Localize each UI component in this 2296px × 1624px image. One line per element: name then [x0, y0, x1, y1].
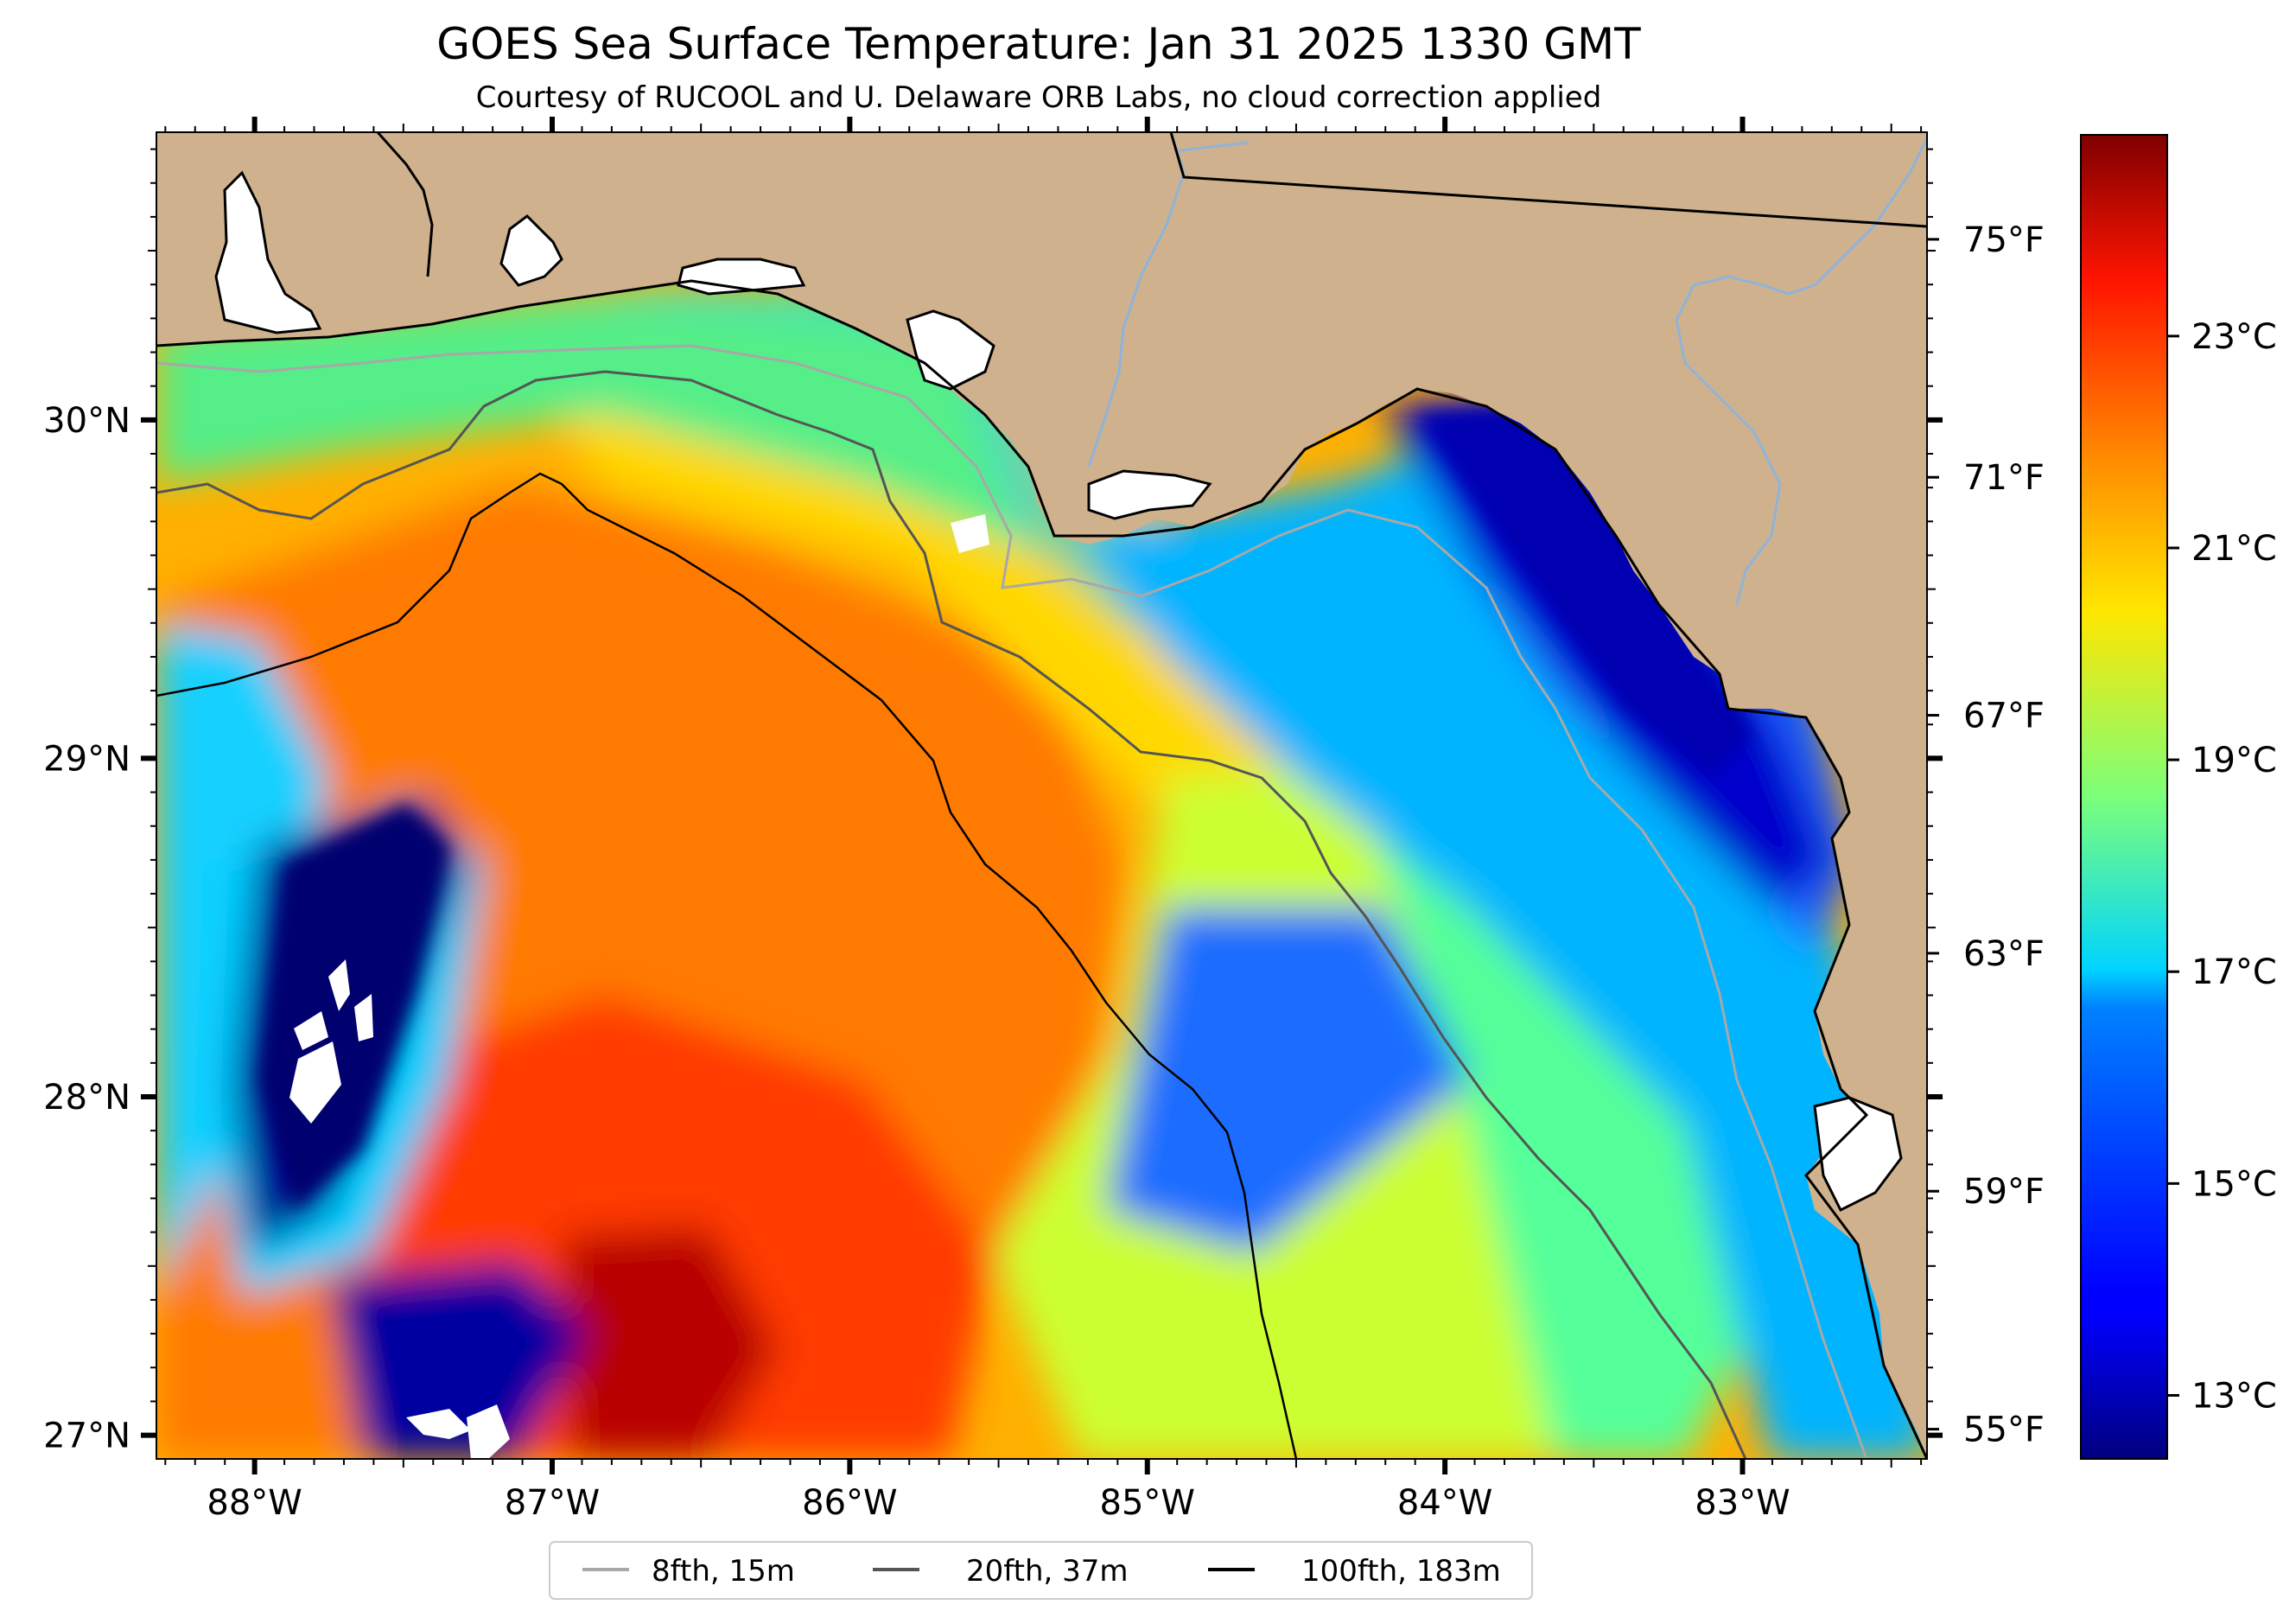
map-subtitle: Courtesy of RUCOOL and U. Delaware ORB L…: [476, 80, 1602, 115]
lon-tick-label: 86°W: [802, 1483, 897, 1523]
colorbar: 23°C 21°C 19°C 17°C 15°C 13°C: [2080, 134, 2277, 1460]
f-tick-label: 67°F: [1963, 697, 2045, 736]
lat-tick-label: 27°N: [43, 1417, 130, 1456]
colorbar-tick-label: 23°C: [2191, 317, 2277, 357]
f-tick-label: 59°F: [1963, 1172, 2045, 1212]
lon-tick-label: 85°W: [1100, 1483, 1195, 1523]
coastline: [156, 279, 1927, 1459]
lat-tick-label: 28°N: [43, 1078, 130, 1118]
colorbar-gradient: [2080, 134, 2168, 1460]
legend-label-8fth: 8fth, 15m: [652, 1554, 795, 1589]
bays: [214, 170, 1903, 1213]
lon-tick-label: 84°W: [1397, 1483, 1492, 1523]
map-frame: [156, 131, 1928, 1460]
land-florida: [156, 132, 1927, 1459]
legend: 8fth, 15m 20fth, 37m 100fth, 183m: [549, 1541, 1533, 1600]
legend-label-20fth: 20fth, 37m: [966, 1554, 1129, 1589]
borders: [376, 132, 1927, 277]
map-axes: 88°W 87°W 86°W 85°W 84°W 83°W 30°N 29°N 28°N 27°N…: [43, 117, 2045, 1523]
colorbar-tick-label: 13°C: [2191, 1376, 2277, 1416]
colorbar-tick-label: 21°C: [2191, 529, 2277, 569]
lon-tick-label: 88°W: [207, 1483, 302, 1523]
rivers: [1087, 132, 1927, 606]
f-tick-label: 71°F: [1963, 458, 2045, 498]
isobath-20fth: [156, 370, 1747, 1459]
colorbar-tick-label: 19°C: [2191, 741, 2277, 780]
legend-label-100fth: 100fth, 183m: [1301, 1554, 1501, 1589]
cloud-patches: [289, 514, 989, 1459]
f-tick-label: 63°F: [1963, 934, 2045, 974]
lon-tick-label: 87°W: [505, 1483, 600, 1523]
colorbar-tick-label: 17°C: [2191, 952, 2277, 992]
legend-box: [549, 1541, 1533, 1600]
colorbar-tick-label: 15°C: [2191, 1164, 2277, 1204]
f-tick-label: 55°F: [1963, 1411, 2045, 1450]
f-tick-label: 75°F: [1963, 220, 2045, 260]
lon-tick-label: 83°W: [1695, 1483, 1790, 1523]
isobath-100fth: [156, 472, 1298, 1459]
map-title: GOES Sea Surface Temperature: Jan 31 202…: [436, 19, 1641, 69]
lat-tick-label: 30°N: [43, 401, 130, 441]
isobath-8fth: [156, 344, 1868, 1459]
lat-tick-label: 29°N: [43, 739, 130, 779]
sst-map: [156, 132, 1927, 1459]
